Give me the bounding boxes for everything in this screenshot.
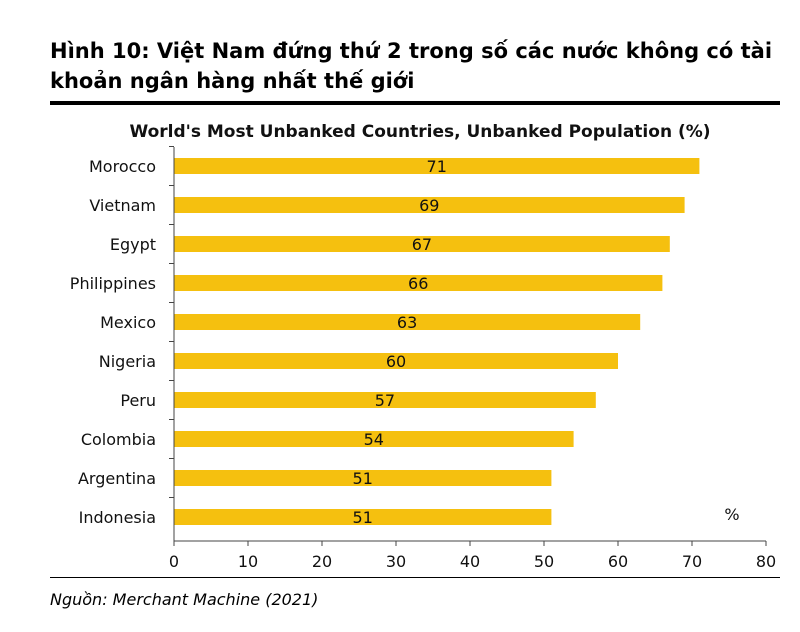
x-tick-label: 0: [169, 552, 179, 571]
category-label: Indonesia: [79, 508, 156, 527]
bar: [174, 353, 618, 369]
data-label: 71: [427, 157, 447, 176]
bar: [174, 392, 596, 408]
bar: [174, 275, 663, 291]
data-label: 60: [386, 352, 406, 371]
source-divider: [50, 577, 780, 578]
category-label: Morocco: [89, 157, 156, 176]
x-tick-label: 60: [608, 552, 628, 571]
category-label: Philippines: [70, 274, 156, 293]
bar: [174, 158, 700, 174]
bar: [174, 236, 670, 252]
data-label: 67: [412, 235, 432, 254]
bar: [174, 197, 685, 213]
category-label: Nigeria: [99, 352, 156, 371]
bar: [174, 470, 552, 486]
data-label: 57: [375, 391, 395, 410]
bar: [174, 314, 641, 330]
data-label: 69: [419, 196, 439, 215]
x-tick-label: 70: [682, 552, 702, 571]
bar: [174, 509, 552, 525]
x-tick-label: 30: [386, 552, 406, 571]
x-tick-label: 20: [312, 552, 332, 571]
category-label: Egypt: [110, 235, 156, 254]
source-note: Nguồn: Merchant Machine (2021): [50, 590, 319, 609]
data-label: 66: [408, 274, 428, 293]
data-label: 54: [364, 430, 384, 449]
title-divider: [50, 101, 780, 105]
category-label: Mexico: [100, 313, 156, 332]
data-label: 63: [397, 313, 417, 332]
figure-title: Hình 10: Việt Nam đứng thứ 2 trong số cá…: [50, 39, 773, 93]
category-label: Colombia: [81, 430, 156, 449]
unit-label: %: [724, 505, 739, 524]
bar: [174, 431, 574, 447]
x-tick-label: 80: [756, 552, 776, 571]
data-label: 51: [353, 508, 373, 527]
category-label: Vietnam: [89, 196, 156, 215]
data-label: 51: [353, 469, 373, 488]
x-tick-label: 50: [534, 552, 554, 571]
x-tick-label: 40: [460, 552, 480, 571]
x-tick-label: 10: [238, 552, 258, 571]
chart-title: World's Most Unbanked Countries, Unbanke…: [129, 122, 710, 142]
bar-chart: World's Most Unbanked Countries, Unbanke…: [70, 122, 776, 571]
category-label: Argentina: [78, 469, 156, 488]
category-label: Peru: [120, 391, 156, 410]
